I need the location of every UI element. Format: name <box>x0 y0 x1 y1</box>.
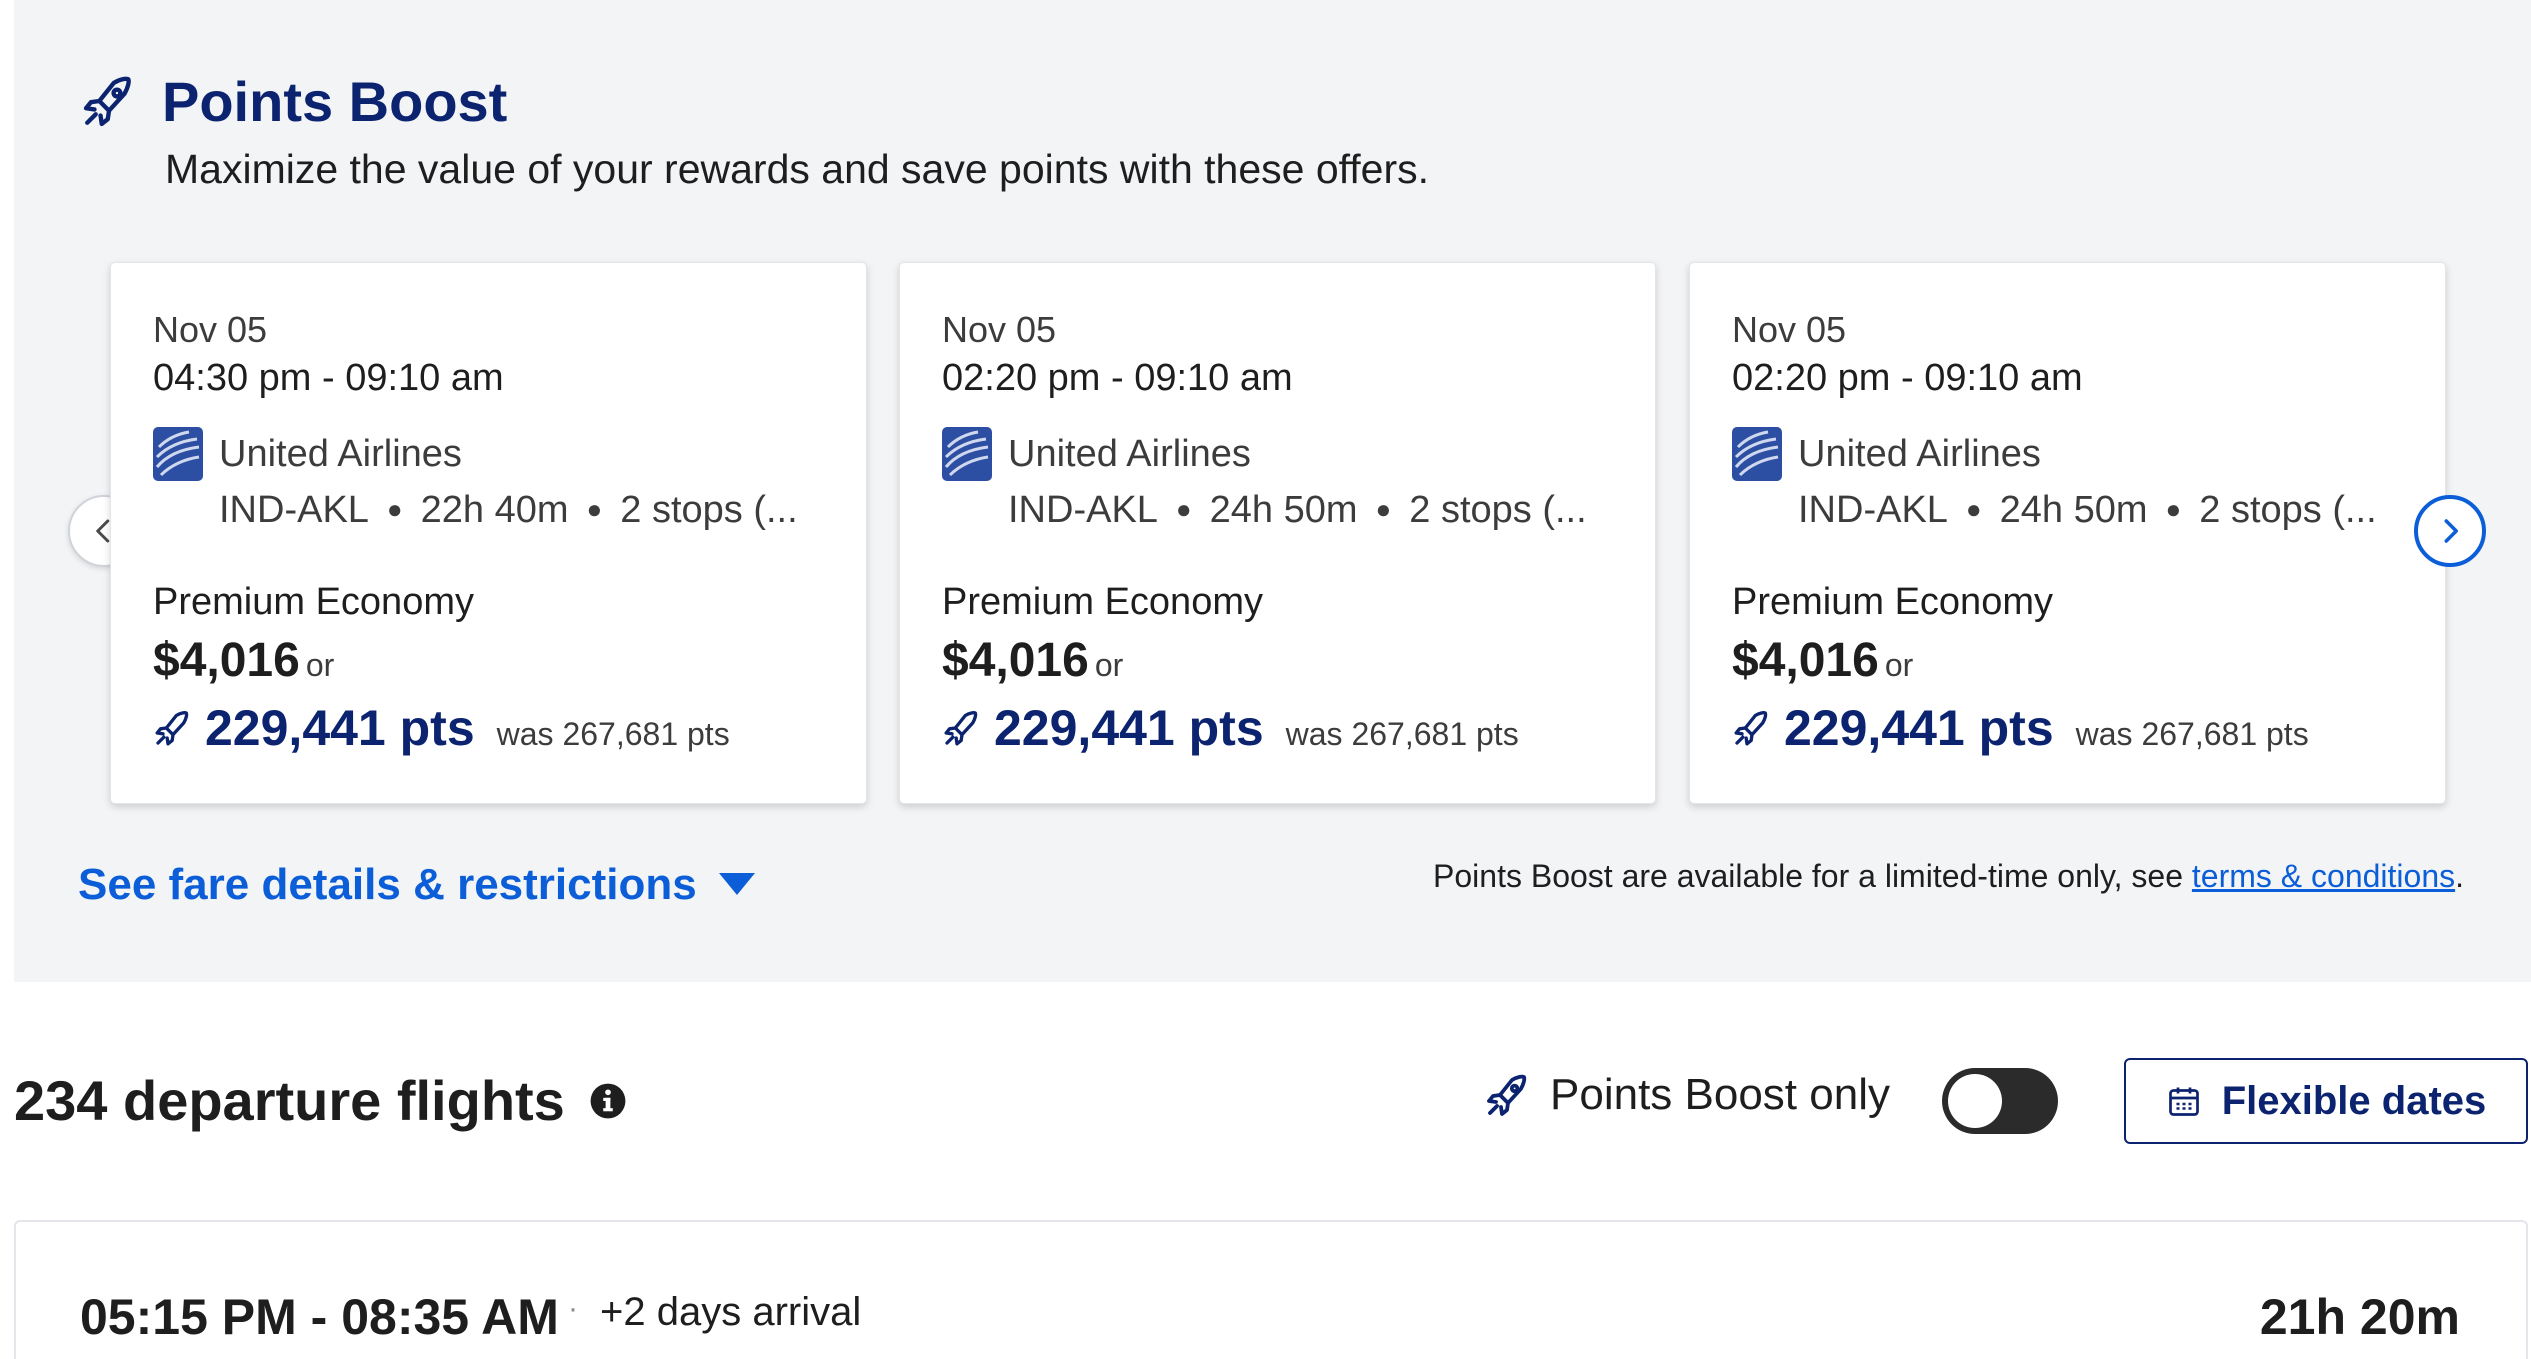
rocket-icon <box>80 72 138 130</box>
info-icon[interactable] <box>589 1082 627 1120</box>
points-boost-title: Points Boost <box>162 69 508 133</box>
chevron-right-icon <box>2444 519 2458 543</box>
united-globe-icon <box>942 427 992 481</box>
points-boost-only-label: Points Boost only <box>1550 1070 1890 1119</box>
flight-time-range: 05:15 PM - 08:35 AM <box>80 1289 559 1345</box>
offer-or: or <box>1094 647 1124 683</box>
fare-details-label: See fare details & restrictions <box>78 860 697 909</box>
flexible-dates-label: Flexible dates <box>2221 1078 2487 1123</box>
departure-flights-count: 234 departure flights <box>14 1069 565 1132</box>
offer-points: 229,441 pts <box>1784 700 2054 756</box>
offer-route: IND-AKL <box>1798 489 1948 531</box>
points-boost-header: Points Boost <box>80 66 507 136</box>
disclaimer-end: . <box>2455 858 2464 894</box>
offer-was-points: was 267,681 pts <box>2075 716 2309 752</box>
offer-times: 02:20 pm - 09:10 am <box>1732 357 2083 399</box>
offer-price: $4,016 <box>1732 634 1879 687</box>
points-boost-disclaimer: Points Boost are available for a limited… <box>1433 858 2464 895</box>
offer-or: or <box>1884 647 1914 683</box>
offer-route: IND-AKL <box>1008 489 1158 531</box>
offer-points-row: 229,441 pts was 267,681 pts <box>942 699 1519 757</box>
offer-points: 229,441 pts <box>205 700 475 756</box>
points-boost-only-toggle[interactable] <box>1942 1068 2058 1134</box>
toggle-knob <box>1948 1074 2002 1128</box>
offer-date: Nov 05 <box>942 309 1057 350</box>
offer-points-row: 229,441 pts was 267,681 pts <box>153 699 730 757</box>
flight-duration: 21h 20m <box>2259 1289 2460 1345</box>
offer-was-points: was 267,681 pts <box>1285 716 1519 752</box>
flight-result-card[interactable]: 05:15 PM - 08:35 AM · +2 days arrival 21… <box>14 1220 2528 1359</box>
rocket-icon <box>944 711 978 746</box>
offer-or: or <box>305 647 335 683</box>
rocket-icon <box>1734 711 1768 746</box>
offer-points: 229,441 pts <box>994 700 1264 756</box>
carousel-next-button[interactable] <box>2414 495 2486 567</box>
points-boost-only-filter: Points Boost only <box>1484 1070 1890 1120</box>
offer-route-line: IND-AKL ● 22h 40m ● 2 stops (... <box>219 489 798 531</box>
offer-times: 02:20 pm - 09:10 am <box>942 357 1293 399</box>
arrival-note: +2 days arrival <box>600 1290 862 1334</box>
boost-offer-card[interactable]: Nov 05 02:20 pm - 09:10 am United Airlin… <box>899 262 1656 804</box>
united-globe-icon <box>1732 427 1782 481</box>
offer-stops: 2 stops (... <box>620 489 798 531</box>
points-boost-subtitle: Maximize the value of your rewards and s… <box>165 146 1430 192</box>
offer-points-row: 229,441 pts was 267,681 pts <box>1732 699 2309 757</box>
offer-route-line: IND-AKL ● 24h 50m ● 2 stops (... <box>1798 489 2377 531</box>
offer-stops: 2 stops (... <box>1409 489 1587 531</box>
fare-details-link[interactable]: See fare details & restrictions <box>78 860 755 910</box>
offer-airline: United Airlines <box>219 433 462 475</box>
offer-times: 04:30 pm - 09:10 am <box>153 357 504 399</box>
offer-date: Nov 05 <box>1732 309 1847 350</box>
offer-cabin: Premium Economy <box>1732 581 2053 623</box>
offer-price-row: $4,016 or <box>1732 633 1913 688</box>
offer-duration: 24h 50m <box>1209 489 1358 531</box>
offer-price-row: $4,016 or <box>153 633 334 688</box>
terms-conditions-link[interactable]: terms & conditions <box>2191 858 2456 894</box>
united-globe-icon <box>153 427 203 481</box>
disclaimer-text: Points Boost are available for a limited… <box>1433 858 2192 894</box>
rocket-icon <box>155 711 189 746</box>
boost-offer-card[interactable]: Nov 05 02:20 pm - 09:10 am United Airlin… <box>1689 262 2446 804</box>
separator-dot: · <box>568 1292 578 1325</box>
offer-cabin: Premium Economy <box>153 581 474 623</box>
caret-down-icon <box>718 873 755 895</box>
offer-duration: 24h 50m <box>1999 489 2148 531</box>
offer-airline: United Airlines <box>1798 433 2041 475</box>
calendar-icon <box>2168 1087 2199 1116</box>
offer-airline: United Airlines <box>1008 433 1251 475</box>
offer-route-line: IND-AKL ● 24h 50m ● 2 stops (... <box>1008 489 1587 531</box>
offer-duration: 22h 40m <box>420 489 569 531</box>
offer-date: Nov 05 <box>153 309 268 350</box>
chevron-left-icon <box>96 519 110 543</box>
offer-price-row: $4,016 or <box>942 633 1123 688</box>
offer-stops: 2 stops (... <box>2199 489 2377 531</box>
offer-cabin: Premium Economy <box>942 581 1263 623</box>
rocket-icon <box>1487 1074 1527 1116</box>
boost-offer-card[interactable]: Nov 05 04:30 pm - 09:10 am United Airlin… <box>110 262 867 804</box>
flexible-dates-button[interactable]: Flexible dates <box>2124 1058 2528 1144</box>
offer-price: $4,016 <box>942 634 1089 687</box>
offer-was-points: was 267,681 pts <box>496 716 730 752</box>
departure-flights-heading: 234 departure flights <box>14 1068 627 1133</box>
offer-route: IND-AKL <box>219 489 369 531</box>
offer-price: $4,016 <box>153 634 300 687</box>
